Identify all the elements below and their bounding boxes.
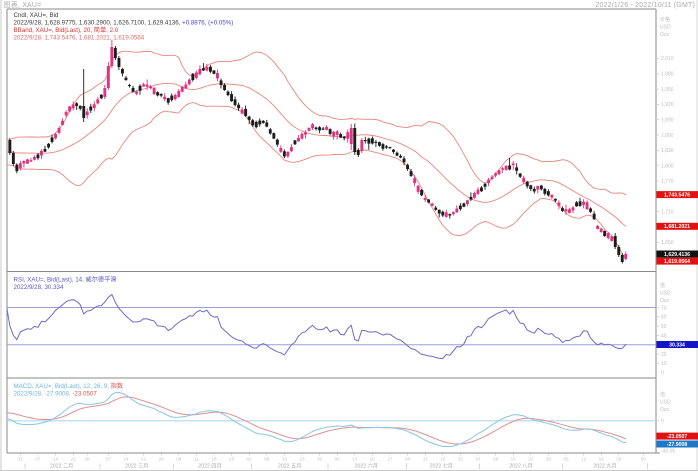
- svg-text:70: 70: [661, 305, 667, 311]
- svg-text:BBand, XAU=, Bid(Last), 20, 简单: BBand, XAU=, Bid(Last), 20, 简单, 2.0: [14, 26, 119, 34]
- svg-text:04: 04: [176, 457, 182, 462]
- svg-text:0: 0: [661, 371, 664, 377]
- svg-text:2022/1/26 - 2022/10/11 (GMT): 2022/1/26 - 2022/10/11 (GMT): [595, 2, 695, 9]
- svg-text:08: 08: [493, 457, 499, 462]
- svg-text:07: 07: [35, 457, 41, 462]
- svg-text:22: 22: [528, 457, 534, 462]
- svg-text:25: 25: [229, 457, 235, 462]
- svg-text:MACD, XAU=, Bid(Last), 12, 26,: MACD, XAU=, Bid(Last), 12, 26, 9, 指数: [14, 382, 124, 390]
- svg-text:03: 03: [641, 457, 647, 462]
- svg-text:2022 八月: 2022 八月: [509, 463, 532, 470]
- svg-text:-40.05: -40.05: [661, 448, 675, 454]
- svg-text:05: 05: [563, 457, 569, 462]
- svg-text:1,980: 1,980: [661, 72, 674, 78]
- svg-text:40: 40: [661, 333, 667, 339]
- svg-text:16: 16: [282, 457, 288, 462]
- svg-text:-27.9008: -27.9008: [667, 442, 688, 448]
- svg-text:2022 七月: 2022 七月: [430, 462, 453, 470]
- svg-text:-23.0507: -23.0507: [667, 434, 688, 440]
- svg-text:1,619.0564: 1,619.0564: [664, 259, 690, 265]
- svg-text:2022 九月: 2022 九月: [593, 462, 616, 470]
- svg-text:1,770: 1,770: [661, 179, 674, 185]
- svg-text:07: 07: [106, 457, 112, 462]
- svg-text:Ozs: Ozs: [660, 407, 669, 413]
- svg-text:11: 11: [423, 457, 428, 462]
- svg-text:Cndl, XAU=, Bid: Cndl, XAU=, Bid: [14, 12, 59, 19]
- svg-text:30.334: 30.334: [669, 342, 685, 348]
- svg-text:30: 30: [317, 457, 323, 462]
- svg-text:31: 31: [18, 457, 24, 462]
- svg-text:10: 10: [661, 361, 667, 367]
- svg-text:2022/9/28, 1,628.9775, 1,630.2: 2022/9/28, 1,628.9775, 1,630.2900, 1,626…: [14, 20, 234, 27]
- svg-text:28: 28: [159, 457, 165, 462]
- svg-text:15: 15: [511, 457, 517, 462]
- svg-text:22: 22: [71, 457, 77, 462]
- svg-text:60: 60: [661, 315, 667, 321]
- svg-text:18: 18: [211, 457, 217, 462]
- svg-text:USD: USD: [660, 400, 671, 406]
- svg-text:01: 01: [475, 457, 481, 462]
- svg-text:1,800: 1,800: [661, 164, 674, 170]
- svg-text:值: 值: [660, 391, 665, 398]
- svg-text:2022/9/28, 30.334: 2022/9/28, 30.334: [14, 284, 64, 291]
- svg-text:价格: 价格: [660, 16, 670, 23]
- svg-text:值: 值: [660, 282, 665, 289]
- svg-text:Ozs: Ozs: [660, 32, 669, 38]
- svg-text:1,920: 1,920: [661, 102, 674, 108]
- svg-text:USD: USD: [660, 291, 671, 297]
- svg-text:2022/9/28, -27.9008, -23.0507: 2022/9/28, -27.9008, -23.0507: [14, 391, 98, 398]
- svg-text:29: 29: [546, 457, 552, 462]
- svg-text:06: 06: [335, 457, 341, 462]
- svg-text:50: 50: [661, 324, 667, 330]
- svg-text:12: 12: [581, 457, 587, 462]
- svg-text:1,860: 1,860: [661, 133, 674, 139]
- svg-text:1,890: 1,890: [661, 118, 674, 124]
- svg-text:2022 三月: 2022 三月: [125, 463, 148, 470]
- svg-text:20: 20: [370, 457, 376, 462]
- svg-text:1,710: 1,710: [661, 209, 674, 215]
- svg-text:1,650: 1,650: [661, 240, 674, 246]
- svg-text:1,743.5476: 1,743.5476: [664, 193, 690, 199]
- svg-text:18: 18: [440, 457, 446, 462]
- svg-text:28: 28: [85, 457, 91, 462]
- svg-text:1,629.4136: 1,629.4136: [664, 252, 690, 258]
- svg-text:Ozs: Ozs: [660, 298, 669, 304]
- svg-text:2022 六月: 2022 六月: [355, 462, 378, 470]
- svg-text:RSI, XAU=, Bid(Last), 14, 威尔德平: RSI, XAU=, Bid(Last), 14, 威尔德平滑: [14, 276, 117, 284]
- svg-text:20: 20: [661, 352, 667, 358]
- svg-text:0: 0: [661, 419, 664, 425]
- svg-text:2022/9/28, 1,743.5476, 1,681.2: 2022/9/28, 1,743.5476, 1,681.2021, 1,619…: [14, 35, 145, 42]
- svg-text:14: 14: [53, 457, 59, 462]
- svg-text:图表, XAU=: 图表, XAU=: [4, 0, 42, 9]
- svg-text:USD: USD: [660, 25, 671, 31]
- svg-text:04: 04: [405, 457, 411, 462]
- svg-text:2022 五月: 2022 五月: [278, 463, 301, 470]
- svg-text:2022 二月: 2022 二月: [50, 463, 73, 470]
- svg-text:09: 09: [264, 457, 270, 462]
- svg-text:19: 19: [599, 457, 605, 462]
- svg-text:02: 02: [247, 457, 253, 462]
- svg-text:14: 14: [123, 457, 129, 462]
- svg-text:1,950: 1,950: [661, 87, 674, 93]
- svg-text:26: 26: [616, 457, 622, 462]
- svg-text:11: 11: [194, 457, 199, 462]
- svg-text:1,830: 1,830: [661, 148, 674, 154]
- svg-text:27: 27: [387, 457, 393, 462]
- svg-text:2022 四月: 2022 四月: [198, 463, 221, 470]
- svg-text:1,681.2021: 1,681.2021: [664, 224, 690, 230]
- svg-text:23: 23: [299, 457, 305, 462]
- svg-text:21: 21: [141, 457, 147, 462]
- svg-text:2,010: 2,010: [661, 56, 674, 62]
- svg-text:13: 13: [352, 457, 358, 462]
- svg-text:25: 25: [458, 457, 464, 462]
